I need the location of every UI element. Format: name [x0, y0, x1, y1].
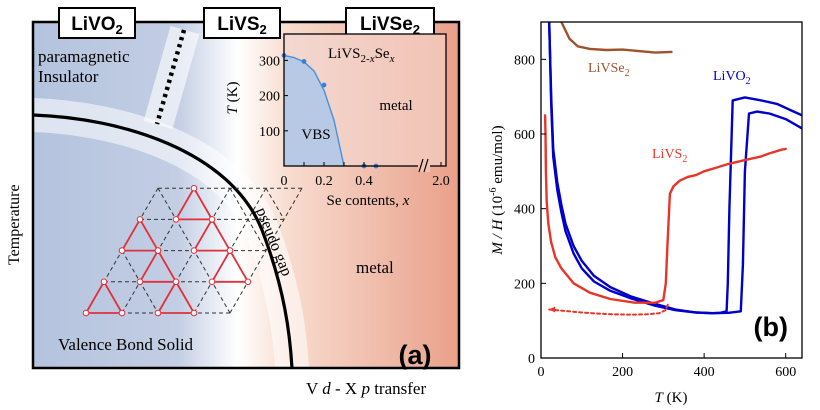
lattice-site: [100, 278, 108, 286]
svg-text:LiVSe2: LiVSe2: [360, 14, 420, 37]
lattice-site: [154, 247, 162, 254]
b-x-tick-label: 200: [612, 365, 633, 380]
region-label-vbs: Valence Bond Solid: [58, 335, 194, 354]
panel-b-frame: [540, 21, 803, 359]
panel-b: 0 200 400 600 0 200 400 600 800 LiVSe2 LiVO2 LiV…: [488, 21, 803, 406]
b-y-tick-label: 800: [514, 53, 535, 68]
lattice-site: [172, 216, 180, 223]
lattice-bond: [265, 187, 285, 220]
inset-y-tick-label: 100: [259, 125, 280, 140]
axis-label-temperature: Temperature: [6, 184, 23, 265]
b-y-tick-label: 200: [514, 277, 535, 292]
lattice-site: [118, 309, 126, 317]
series-livo2-down: [548, 22, 802, 315]
panel-label-b: (b): [754, 312, 788, 342]
supercooled-arrowhead: [549, 306, 556, 313]
inset-x-tick-label: 0.2: [315, 174, 333, 189]
vbs-trimer: [120, 217, 160, 252]
b-x-tick-label: 0: [538, 365, 545, 380]
panel-b-ticks: 0 200 400 600 0 200 400 600 800: [514, 53, 796, 380]
inset-ticks: 0 0.2 0.4 2.0 100 200 300: [259, 54, 450, 189]
lattice-bond: [229, 187, 267, 251]
region-label-insulator: Insulator: [38, 67, 99, 86]
series-livse2: [560, 22, 673, 54]
inset-boundary-line: [284, 54, 345, 166]
lattice-site: [172, 278, 180, 286]
vbs-boundary-line: [33, 113, 294, 368]
panel-label-a: (a): [399, 340, 432, 370]
lattice-site: [82, 309, 90, 317]
inset-title: LiVS2-xSex: [328, 46, 395, 65]
lattice-site: [190, 309, 198, 317]
panel-b-xlabel: T (K): [655, 390, 688, 406]
magnetization-series: [543, 22, 802, 316]
svg-text:LiVS2: LiVS2: [217, 14, 266, 37]
label-livse2: LiVSe2: [588, 61, 630, 79]
inset-x-tick-label: 0: [281, 174, 288, 189]
inset-xlabel: Se contents, x: [327, 193, 410, 209]
inset-point: [301, 59, 307, 64]
tag-livo2: LiVO2: [58, 7, 136, 39]
lattice-site: [118, 247, 126, 254]
inset-point: [321, 82, 327, 88]
lattice-site: [136, 278, 144, 286]
b-x-tick-label: 400: [694, 365, 715, 380]
vbs-trimer: [210, 248, 250, 283]
inset-x-tick-label: 0.4: [355, 174, 373, 189]
inset-ylabel: T (K): [225, 82, 241, 115]
inset-region-vbs: VBS: [301, 127, 330, 143]
label-livs2: LiVS2: [652, 147, 687, 165]
region-label-paramagnetic: paramagnetic: [38, 47, 130, 66]
vbs-trimer: [192, 217, 232, 252]
inset-vbs-region: [284, 55, 344, 166]
panel-a: paramagnetic Insulator Valence Bond Soli…: [6, 7, 461, 398]
inset-x-tick-label: 2.0: [432, 174, 450, 189]
vbs-trimer: [84, 279, 124, 314]
vbs-trimer: [174, 186, 214, 221]
insulator-boundary-dashed: [154, 29, 187, 125]
series-livs2: [543, 114, 787, 304]
tag-livs2: LiVS2: [203, 7, 281, 39]
axis-label-transfer: V d - X p transfer: [306, 379, 426, 398]
lattice-site: [190, 247, 198, 254]
lattice-site: [190, 184, 198, 192]
vbs-trimer: [138, 248, 178, 283]
inset-y-tick-label: 300: [259, 54, 280, 69]
series-livs2-supercooled-dashed: [548, 302, 670, 316]
lattice-site: [208, 216, 216, 223]
lattice-site: [208, 278, 216, 286]
vbs-trimer: [156, 279, 196, 314]
b-x-tick-label: 600: [775, 365, 796, 380]
inset-y-tick-label: 200: [259, 90, 280, 105]
inset-data-points: [281, 53, 379, 169]
svg-text:LiVO2: LiVO2: [71, 14, 123, 37]
inset-region-metal: metal: [379, 98, 412, 114]
inset-axis-break: [418, 158, 430, 173]
b-y-tick-label: 400: [514, 203, 535, 218]
b-y-tick-label: 600: [514, 128, 535, 143]
inset-frame: [283, 33, 447, 167]
inset-phase-diagram: 0 0.2 0.4 2.0 100 200 300 LiVS2-xSex metal VBS…: [225, 33, 450, 209]
panel-b-ylabel: M / H (10-6 emu/mol): [488, 125, 506, 255]
tag-livse2: LiVSe2: [345, 7, 435, 39]
triangular-lattice: [82, 184, 303, 317]
b-y-tick-label: 0: [528, 352, 535, 367]
lattice-site: [154, 309, 162, 317]
lattice-site: [244, 278, 252, 286]
region-label-metal: metal: [356, 258, 394, 277]
label-livo2: LiVO2: [713, 69, 751, 87]
lattice-site: [226, 247, 234, 254]
lattice-site: [136, 216, 144, 223]
